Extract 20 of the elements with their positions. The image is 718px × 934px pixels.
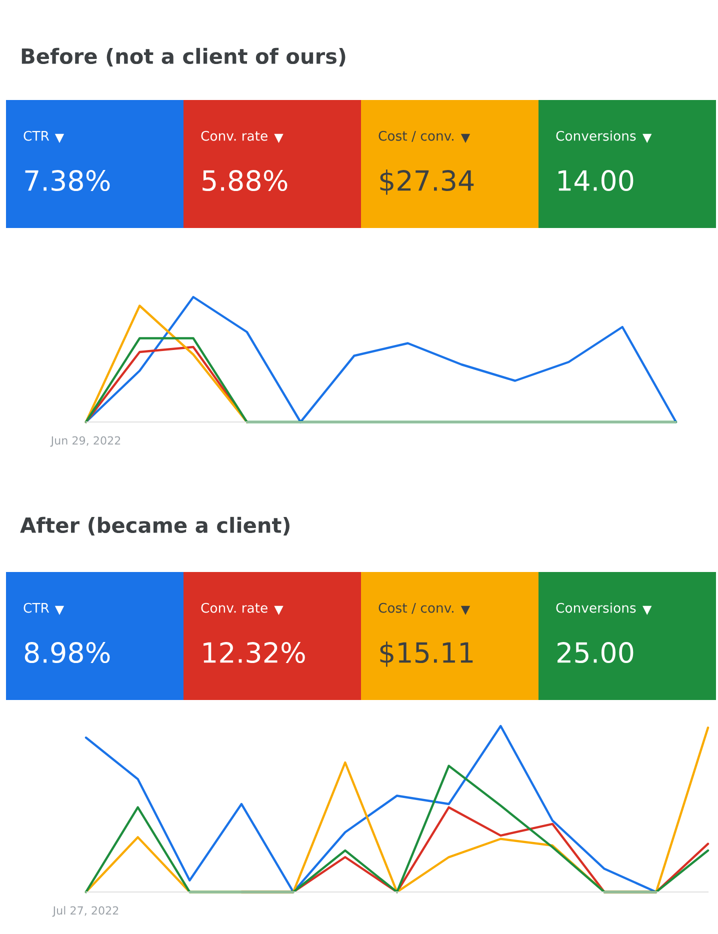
chart-title: After (became a client) [20, 516, 290, 536]
text: 5.88% [202, 170, 288, 192]
text: Cost / conv. [378, 130, 454, 142]
text: $27.34 [380, 170, 474, 195]
text: Conv. rate [201, 602, 268, 613]
chart-title: Before (not a client of ours) [22, 48, 346, 66]
text: Conv. rate [201, 130, 268, 141]
text: 8.98% [24, 642, 110, 664]
text: $15.11 [380, 642, 473, 667]
text: CTR [24, 130, 50, 141]
text: Jun 29, 2022 [50, 436, 120, 447]
text: 14.00 [558, 170, 634, 192]
text: Jul 27, 2022 [52, 906, 118, 917]
text: CTR [24, 602, 50, 613]
text: Conversions [556, 602, 636, 613]
text: 12.32% [204, 642, 305, 664]
text: 7.38% [25, 170, 110, 192]
text: Cost / conv. [378, 602, 454, 614]
text: Conversions [556, 130, 636, 141]
text: 25.00 [558, 642, 634, 664]
